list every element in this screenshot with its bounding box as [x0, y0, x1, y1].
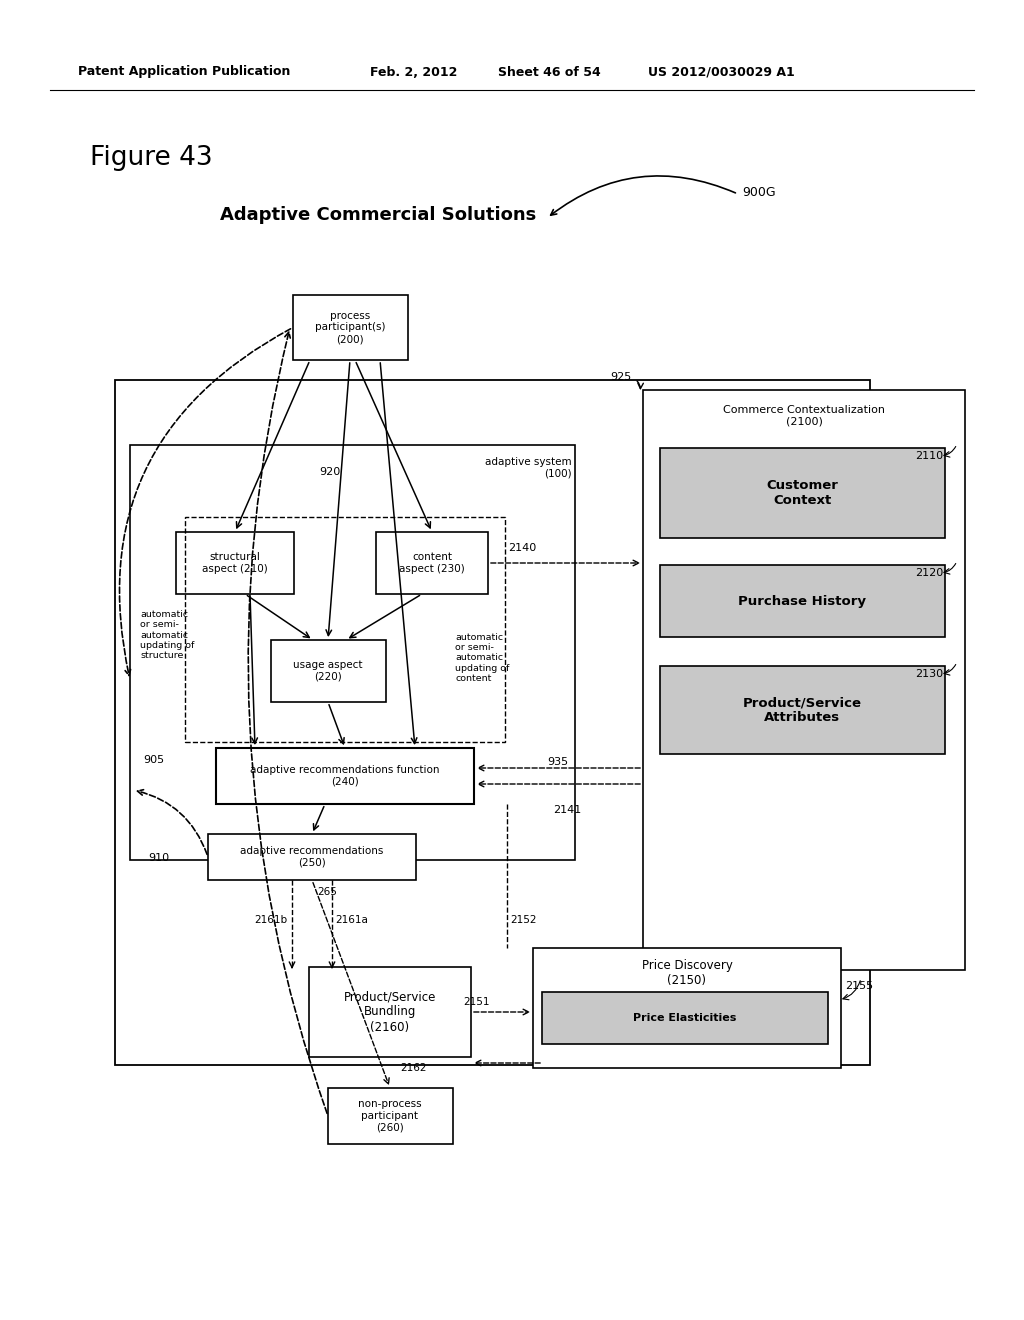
- Text: 905: 905: [143, 755, 164, 766]
- Text: Sheet 46 of 54: Sheet 46 of 54: [498, 66, 601, 78]
- Text: 2161a: 2161a: [335, 915, 368, 925]
- Bar: [208, 834, 416, 880]
- Bar: [176, 532, 294, 594]
- Bar: [660, 565, 945, 638]
- Text: Product/Service
Bundling
(2160): Product/Service Bundling (2160): [344, 990, 436, 1034]
- Bar: [660, 447, 945, 539]
- Text: 2162: 2162: [400, 1063, 427, 1073]
- Bar: [660, 667, 945, 754]
- Text: 2120: 2120: [914, 568, 943, 578]
- Text: 2151: 2151: [463, 997, 489, 1007]
- Bar: [185, 517, 505, 742]
- Bar: [534, 948, 841, 1068]
- Text: US 2012/0030029 A1: US 2012/0030029 A1: [648, 66, 795, 78]
- Text: adaptive recommendations function
(240): adaptive recommendations function (240): [250, 766, 439, 787]
- Text: Purchase History: Purchase History: [738, 594, 866, 607]
- Text: Price Elasticities: Price Elasticities: [633, 1012, 736, 1023]
- Bar: [328, 1088, 453, 1144]
- Text: 2152: 2152: [510, 915, 537, 925]
- Text: Adaptive Commercial Solutions: Adaptive Commercial Solutions: [220, 206, 537, 224]
- Text: Price Discovery
(2150): Price Discovery (2150): [642, 960, 732, 987]
- Text: Product/Service
Attributes: Product/Service Attributes: [743, 696, 862, 723]
- Text: process
participant(s)
(200): process participant(s) (200): [314, 312, 385, 345]
- Bar: [271, 640, 386, 702]
- Bar: [542, 993, 828, 1044]
- Text: Feb. 2, 2012: Feb. 2, 2012: [370, 66, 458, 78]
- Text: automatic
or semi-
automatic
updating of
structure: automatic or semi- automatic updating of…: [140, 610, 195, 660]
- Text: 900G: 900G: [742, 186, 775, 198]
- Text: usage aspect
(220): usage aspect (220): [293, 660, 362, 682]
- Text: 2140: 2140: [508, 543, 537, 553]
- Text: Patent Application Publication: Patent Application Publication: [78, 66, 291, 78]
- Text: structural
aspect (210): structural aspect (210): [202, 552, 268, 574]
- Text: 920: 920: [318, 467, 340, 477]
- Bar: [216, 748, 474, 804]
- Text: non-process
participant
(260): non-process participant (260): [358, 1100, 422, 1133]
- Bar: [643, 389, 965, 970]
- Bar: [115, 380, 870, 1065]
- Text: 925: 925: [610, 372, 631, 381]
- Text: 935: 935: [547, 756, 568, 767]
- Text: content
aspect (230): content aspect (230): [399, 552, 465, 574]
- Text: Commerce Contextualization
(2100): Commerce Contextualization (2100): [723, 405, 885, 426]
- Text: 2130: 2130: [914, 669, 943, 678]
- Text: 2141: 2141: [553, 805, 582, 814]
- Text: 2110: 2110: [914, 451, 943, 461]
- Text: 2155: 2155: [845, 981, 873, 991]
- Text: adaptive system
(100): adaptive system (100): [485, 457, 572, 479]
- Bar: [293, 294, 408, 360]
- Bar: [376, 532, 488, 594]
- Bar: [130, 445, 575, 861]
- Bar: [309, 968, 471, 1057]
- Text: 265: 265: [317, 887, 337, 898]
- Text: automatic
or semi-
automatic
updating of
content: automatic or semi- automatic updating of…: [455, 632, 509, 684]
- Text: Figure 43: Figure 43: [90, 145, 213, 172]
- Text: Customer
Context: Customer Context: [767, 479, 839, 507]
- Text: 2161b: 2161b: [254, 915, 287, 925]
- Text: 910: 910: [148, 853, 169, 863]
- Text: adaptive recommendations
(250): adaptive recommendations (250): [241, 846, 384, 867]
